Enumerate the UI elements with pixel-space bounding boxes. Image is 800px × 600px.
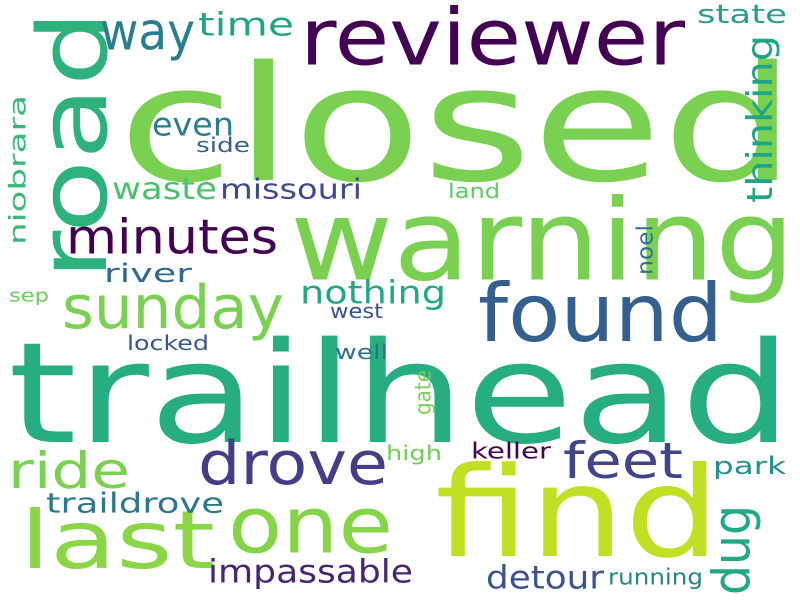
word-found: found xyxy=(478,267,723,360)
word-dug: dug xyxy=(703,505,763,595)
word-even: even xyxy=(152,106,234,144)
word-park: park xyxy=(713,452,786,480)
word-traildrove: traildrove xyxy=(46,486,224,519)
word-trailhead: trailhead xyxy=(8,313,792,476)
word-waste: waste xyxy=(112,172,217,207)
word-time: time xyxy=(198,6,294,44)
word-gate: gate xyxy=(412,370,437,415)
word-high: high xyxy=(386,441,442,465)
word-detour: detour xyxy=(486,559,605,597)
word-land: land xyxy=(448,179,500,203)
word-ride: ride xyxy=(8,442,130,500)
word-last: last xyxy=(20,494,215,587)
word-drove: drove xyxy=(198,429,388,499)
word-noel: noel xyxy=(634,225,659,275)
word-one: one xyxy=(228,481,393,571)
word-west: west xyxy=(330,299,383,323)
word-warning: warning xyxy=(290,177,795,307)
word-thinking: thinking xyxy=(740,35,781,203)
word-missouri: missouri xyxy=(220,172,362,205)
word-keller: keller xyxy=(471,440,552,465)
word-feet: feet xyxy=(563,432,683,490)
word-state: state xyxy=(697,0,787,30)
word-minutes: minutes xyxy=(66,209,278,265)
word-locked: locked xyxy=(127,331,209,355)
word-side: side xyxy=(196,133,250,157)
word-well: well xyxy=(335,340,388,364)
word-running: running xyxy=(608,566,703,591)
word-river: river xyxy=(104,259,192,289)
word-find: find xyxy=(435,441,720,586)
word-closed: closed xyxy=(118,31,796,218)
word-niobrara: niobrara xyxy=(5,95,31,245)
word-road: road xyxy=(19,10,129,280)
word-sunday: sunday xyxy=(62,273,284,343)
word-sep: sep xyxy=(9,285,49,306)
word-impassable: impassable xyxy=(208,553,413,591)
word-nothing: nothing xyxy=(300,274,446,312)
word-reviewer: reviewer xyxy=(300,0,686,83)
word-way: way xyxy=(100,3,195,63)
